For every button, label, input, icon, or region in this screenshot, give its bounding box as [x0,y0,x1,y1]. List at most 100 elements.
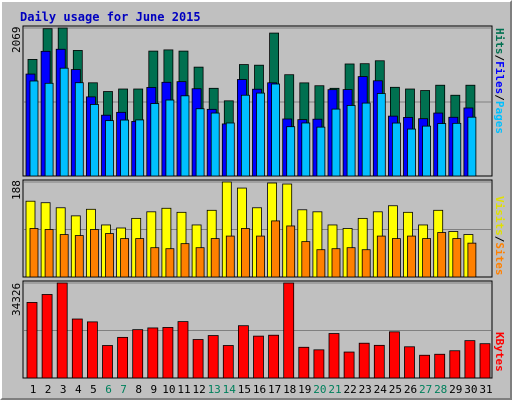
kbytes-bar [358,342,370,379]
day-label: 18 [283,383,296,396]
pages-bar [74,82,84,177]
pages-bar [120,119,129,177]
sites-bar [225,235,235,278]
sites-bar [105,233,114,278]
kbytes-bar [117,336,128,379]
kbytes-bar [41,294,53,379]
day-label: 25 [389,383,402,396]
pages-bar [44,82,54,177]
kbytes-bar [56,282,68,379]
pages-bar [135,119,145,177]
kbytes-bar [132,329,144,379]
day-label: 10 [162,383,175,396]
pages-bar [452,122,462,177]
pages-bar [195,108,205,177]
sites-bar [452,238,462,278]
day-label: 2 [45,383,52,396]
kbytes-bar [388,331,400,379]
pages-bar [376,93,386,177]
kbytes-bar [449,350,461,379]
sites-bar [422,238,432,278]
kbytes-bar [313,349,325,379]
sites-bar [331,248,341,278]
visits-ytick-label: 188 [10,180,23,200]
sites-bar [120,238,129,278]
sites-bar [301,241,311,278]
pages-bar [391,122,401,177]
sites-bar [59,234,69,278]
day-label: 24 [374,383,388,396]
day-label: 6 [105,383,112,396]
pages-bar [346,105,356,177]
kbytes-bar [192,339,204,379]
pages-bar [90,104,99,177]
day-label: 7 [120,383,127,396]
day-label: 12 [192,383,205,396]
pages-bar [165,99,175,177]
kbytes-bar [268,334,280,379]
day-label: 23 [359,383,372,396]
pages-bar [467,116,477,177]
day-label: 13 [208,383,221,396]
pages-bar [210,112,220,177]
sites-bar [286,225,296,278]
sites-bar [135,238,145,278]
sites-bar [44,229,54,278]
legend-separator-1: / [493,55,506,62]
day-label: 17 [268,383,281,396]
kbytes-bar [434,353,446,379]
sites-bar [74,235,84,278]
hits-panel-legend: Hits/Files/Pages [493,28,506,134]
kbytes-bar [298,346,310,379]
visits-legend: Visits [493,196,506,236]
kbytes-bar [479,343,491,379]
day-label: 14 [223,383,237,396]
sites-bar [391,238,401,278]
kbytes-bar [222,345,234,379]
pages-bar [256,92,265,177]
day-label: 9 [150,383,157,396]
pages-bar [105,120,114,177]
legend-separator-3: / [493,236,506,243]
day-label: 16 [253,383,266,396]
day-label: 28 [434,383,447,396]
sites-bar [467,242,477,278]
day-label: 30 [464,383,477,396]
day-label: 8 [135,383,142,396]
sites-bar [90,229,99,278]
day-label: 11 [177,383,190,396]
kbytes-bar [87,321,98,379]
kbytes-ytick-label: 34326 [10,283,23,316]
sites-bar [150,247,160,278]
files-legend: Files [493,61,506,94]
sites-bar [437,232,447,278]
pages-bar [271,83,281,177]
day-label: 21 [328,383,341,396]
sites-bar [376,235,386,278]
chart-title: Daily usage for June 2015 [20,10,201,24]
pages-bar [437,123,447,177]
pages-bar [316,126,326,177]
kbytes-bar [237,325,249,379]
pages-bar [59,67,69,177]
pages-bar [286,126,296,177]
pages-bar [240,94,250,177]
day-label: 4 [75,383,82,396]
sites-bar [195,247,205,278]
hits-ytick-label: 2069 [10,27,23,54]
kbytes-bar [147,327,159,379]
kbytes-bar [207,335,219,379]
kbytes-bar [343,351,355,379]
kbytes-bar [26,302,38,379]
kbytes-legend: KBytes [493,332,506,372]
kbytes-bar [404,346,415,379]
day-label: 22 [343,383,356,396]
pages-bar [407,128,416,177]
day-label: 27 [419,383,432,396]
day-label: 1 [30,383,37,396]
pages-bar [225,122,235,177]
day-label: 26 [404,383,417,396]
sites-bar [361,249,371,278]
pages-bar [361,102,371,177]
